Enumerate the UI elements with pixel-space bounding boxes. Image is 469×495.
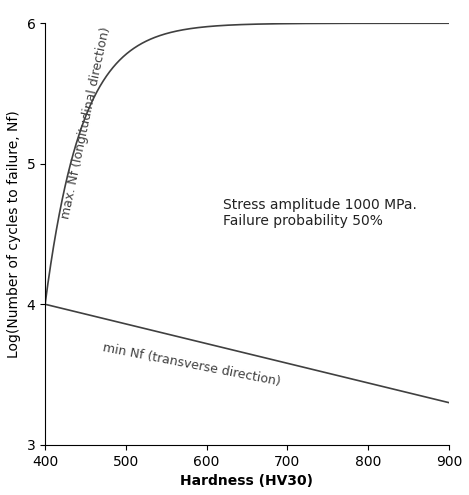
Text: max. Nf (longitudinal direction): max. Nf (longitudinal direction) (60, 26, 113, 220)
X-axis label: Hardness (HV30): Hardness (HV30) (181, 474, 313, 488)
Y-axis label: Log(Number of cycles to failure, Nf): Log(Number of cycles to failure, Nf) (7, 110, 21, 358)
Text: min Nf (transverse direction): min Nf (transverse direction) (102, 341, 281, 388)
Text: Stress amplitude 1000 MPa.
Failure probability 50%: Stress amplitude 1000 MPa. Failure proba… (223, 198, 416, 228)
